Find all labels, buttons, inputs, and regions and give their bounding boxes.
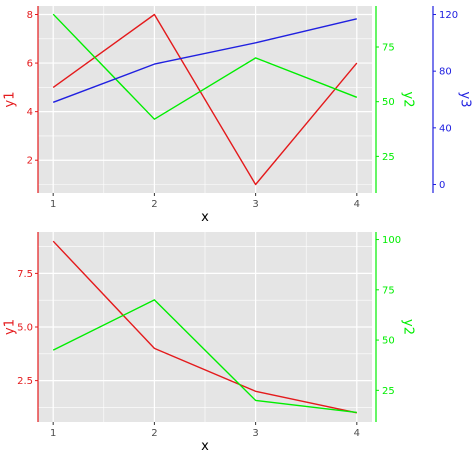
y2-tick-label: 25 bbox=[382, 152, 395, 163]
y2-tick-label: 50 bbox=[382, 336, 395, 347]
x-axis-title: x bbox=[201, 439, 209, 454]
y3-tick-label: 0 bbox=[439, 180, 445, 191]
x-tick-label: 4 bbox=[354, 199, 360, 210]
y1-tick-label: 2 bbox=[27, 156, 33, 167]
x-tick-label: 1 bbox=[50, 428, 56, 439]
y2-tick-label: 75 bbox=[382, 43, 395, 54]
y1-axis-title: y1 bbox=[3, 92, 18, 108]
y3-tick-label: 80 bbox=[439, 67, 452, 78]
y2-tick-label: 25 bbox=[382, 386, 395, 397]
y2-axis-title: y2 bbox=[401, 92, 416, 108]
series-line-y2 bbox=[52, 299, 357, 414]
x-tick-label: 4 bbox=[354, 428, 360, 439]
y1-tick-label: 5.0 bbox=[17, 323, 33, 334]
series-line-y1 bbox=[52, 13, 358, 186]
y2-tick-label: 75 bbox=[382, 285, 395, 296]
top-chart: 1 2 3 4 x 2 4 6 8 y1 25 50 75 y2 0 40 80 120 y3 bbox=[3, 6, 473, 225]
y1-tick-label: 7.5 bbox=[17, 269, 33, 280]
y2-axis-title: y2 bbox=[401, 319, 416, 335]
y1-tick-label: 4 bbox=[27, 107, 33, 118]
y2-tick-label: 100 bbox=[382, 235, 401, 246]
x-tick-label: 1 bbox=[50, 199, 56, 210]
bottom-chart: 1 2 3 4 x 2.5 5.0 7.5 y1 25 50 75 100 y2 bbox=[3, 232, 416, 454]
y1-tick-label: 8 bbox=[27, 10, 33, 21]
y1-axis-title: y1 bbox=[3, 319, 18, 335]
x-tick-label: 2 bbox=[151, 199, 157, 210]
y3-tick-label: 120 bbox=[439, 10, 458, 21]
series-line-y3 bbox=[52, 18, 357, 103]
x-tick-label: 3 bbox=[252, 199, 258, 210]
y2-tick-label: 50 bbox=[382, 97, 395, 108]
series-line-y1 bbox=[52, 240, 357, 414]
x-axis-title: x bbox=[201, 210, 209, 225]
x-tick-label: 2 bbox=[151, 428, 157, 439]
y3-tick-label: 40 bbox=[439, 123, 452, 134]
series-line-y2 bbox=[52, 13, 358, 120]
x-tick-label: 3 bbox=[252, 428, 258, 439]
y3-axis-title: y3 bbox=[458, 92, 473, 108]
y1-tick-label: 6 bbox=[27, 59, 33, 70]
y1-tick-label: 2.5 bbox=[17, 376, 33, 387]
